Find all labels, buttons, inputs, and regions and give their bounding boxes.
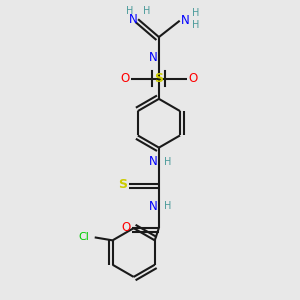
Text: N: N bbox=[149, 155, 158, 168]
Text: O: O bbox=[122, 221, 131, 234]
Text: H: H bbox=[164, 157, 171, 167]
Text: H: H bbox=[164, 202, 171, 212]
Text: H: H bbox=[192, 8, 200, 18]
Text: N: N bbox=[149, 51, 158, 64]
Text: N: N bbox=[149, 200, 158, 213]
Text: O: O bbox=[121, 72, 130, 85]
Text: H: H bbox=[126, 6, 134, 16]
Text: N: N bbox=[181, 14, 189, 27]
Text: O: O bbox=[188, 72, 197, 85]
Text: N: N bbox=[128, 13, 137, 26]
Text: S: S bbox=[154, 72, 164, 85]
Text: S: S bbox=[118, 178, 127, 191]
Text: H: H bbox=[143, 6, 150, 16]
Text: H: H bbox=[192, 20, 200, 30]
Text: Cl: Cl bbox=[79, 232, 90, 242]
